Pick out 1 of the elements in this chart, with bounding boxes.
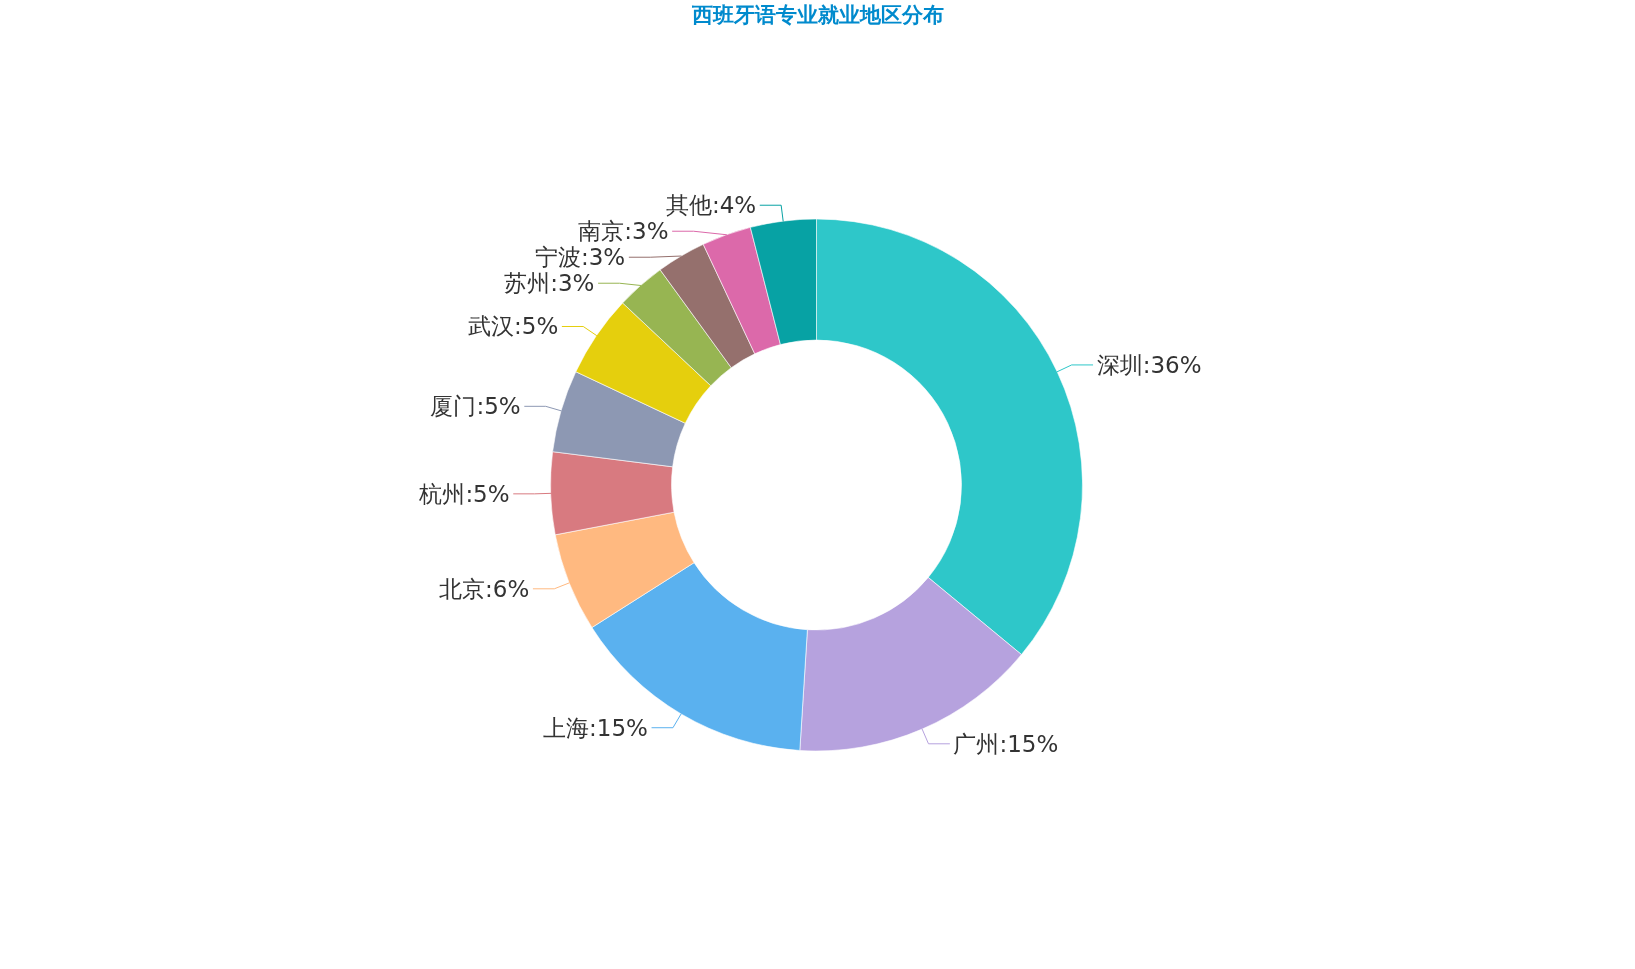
title: 西班牙语专业就业地区分布 [691, 3, 944, 27]
